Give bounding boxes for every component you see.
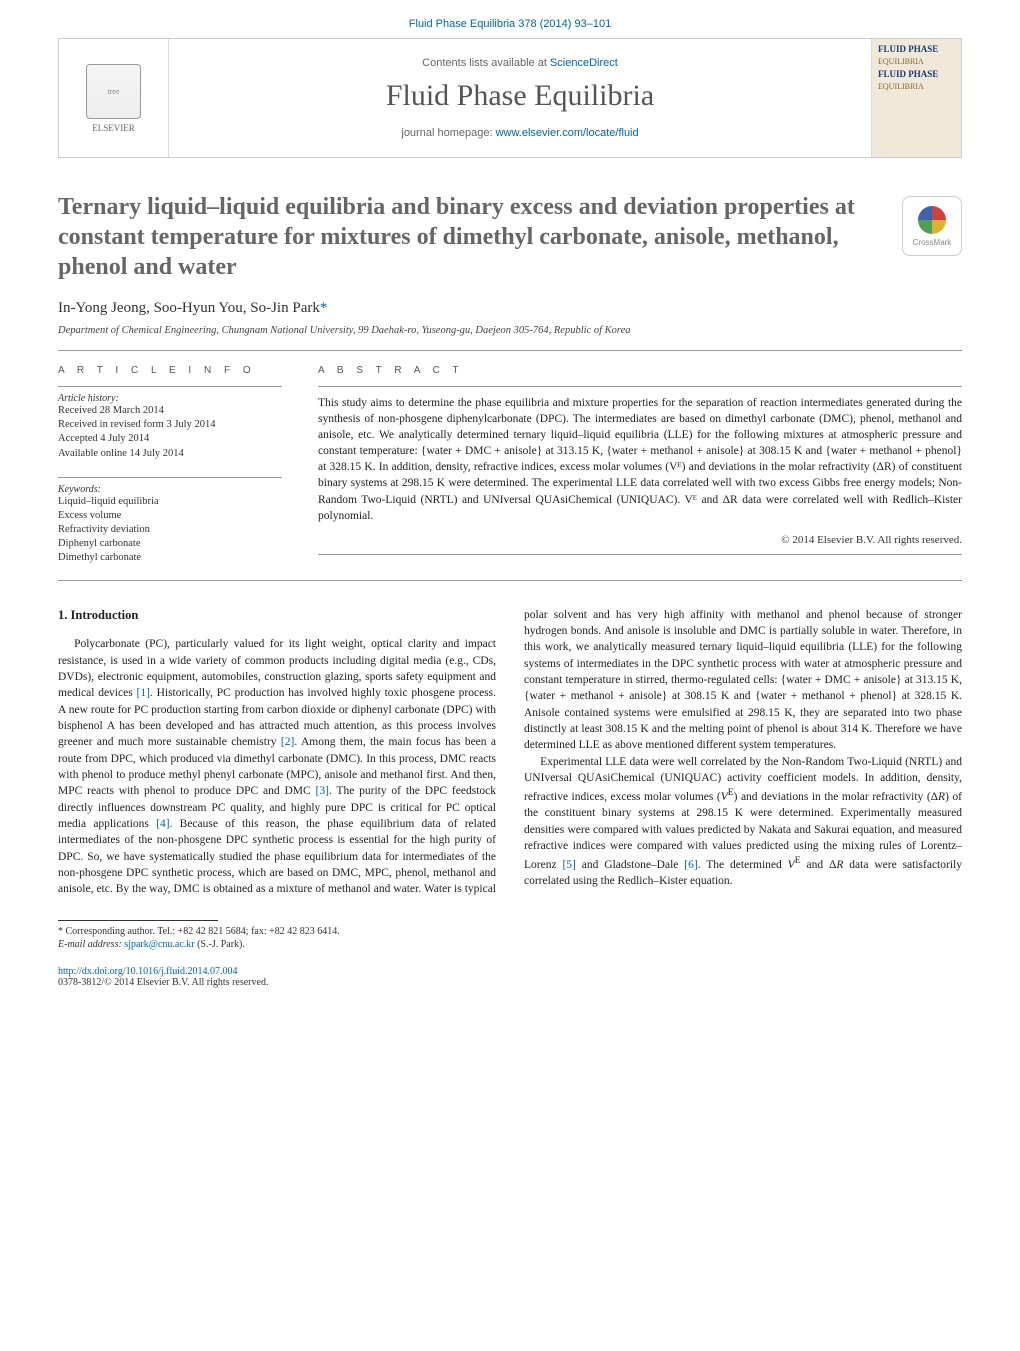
corresponding-author-footnote: * Corresponding author. Tel.: +82 42 821… — [58, 925, 488, 939]
email-tail: (S.-J. Park). — [195, 939, 245, 950]
cover-title-1b: FLUID PHASE — [878, 70, 955, 80]
elsevier-tree-icon: tree — [86, 64, 141, 119]
email-footnote: E-mail address: sjpark@cnu.ac.kr (S.-J. … — [58, 938, 488, 952]
journal-cover-thumbnail: FLUID PHASE EQUILIBRIA FLUID PHASE EQUIL… — [871, 39, 961, 157]
history-label: Article history: — [58, 393, 282, 404]
keyword: Diphenyl carbonate — [58, 537, 282, 551]
email-label: E-mail address: — [58, 939, 124, 950]
abstract-copyright: © 2014 Elsevier B.V. All rights reserved… — [318, 534, 962, 546]
keyword: Liquid–liquid equilibria — [58, 495, 282, 509]
article-info-rule — [58, 386, 282, 387]
journal-homepage-link[interactable]: www.elsevier.com/locate/fluid — [496, 127, 639, 139]
history-line: Accepted 4 July 2014 — [58, 432, 282, 446]
ref-link-6[interactable]: [6] — [684, 859, 697, 871]
title-block: CrossMark Ternary liquid–liquid equilibr… — [58, 192, 962, 282]
article-info-heading: A R T I C L E I N F O — [58, 365, 282, 376]
footnote-separator — [58, 920, 218, 921]
meta-row: A R T I C L E I N F O Article history: R… — [58, 365, 962, 566]
doi-block: http://dx.doi.org/10.1016/j.fluid.2014.0… — [58, 966, 962, 988]
contents-line: Contents lists available at ScienceDirec… — [169, 57, 871, 69]
citation-text: Fluid Phase Equilibria 378 (2014) 93–101 — [409, 18, 611, 30]
corresponding-author-marker[interactable]: * — [320, 300, 328, 316]
keyword: Dimethyl carbonate — [58, 551, 282, 565]
rule-top — [58, 350, 962, 351]
rule-mid — [58, 580, 962, 581]
doi-link[interactable]: http://dx.doi.org/10.1016/j.fluid.2014.0… — [58, 966, 238, 977]
history-line: Received 28 March 2014 — [58, 404, 282, 418]
abstract-text: This study aims to determine the phase e… — [318, 395, 962, 524]
authors-text: In-Yong Jeong, Soo-Hyun You, So-Jin Park — [58, 300, 320, 316]
abstract-bottom-rule — [318, 554, 962, 555]
running-header: Fluid Phase Equilibria 378 (2014) 93–101 — [0, 0, 1020, 38]
keyword: Excess volume — [58, 509, 282, 523]
article-info-block: A R T I C L E I N F O Article history: R… — [58, 365, 282, 566]
body-columns: 1. Introduction Polycarbonate (PC), part… — [58, 607, 962, 898]
issn-copyright: 0378-3812/© 2014 Elsevier B.V. All right… — [58, 977, 962, 988]
cover-title-1: FLUID PHASE — [878, 45, 955, 55]
ref-link-5[interactable]: [5] — [562, 859, 575, 871]
abstract-heading: A B S T R A C T — [318, 365, 962, 376]
publisher-name: ELSEVIER — [92, 123, 135, 133]
affiliation: Department of Chemical Engineering, Chun… — [58, 325, 962, 336]
masthead: tree ELSEVIER Contents lists available a… — [58, 38, 962, 158]
ref-link-1[interactable]: [1] — [136, 687, 149, 699]
crossmark-badge[interactable]: CrossMark — [902, 196, 962, 256]
footnotes: * Corresponding author. Tel.: +82 42 821… — [58, 925, 488, 952]
cover-title-2: EQUILIBRIA — [878, 57, 955, 66]
ref-link-4[interactable]: [4] — [156, 818, 169, 830]
cover-title-2b: EQUILIBRIA — [878, 82, 955, 91]
body-paragraph: Experimental LLE data were well correlat… — [524, 754, 962, 890]
history-line: Available online 14 July 2014 — [58, 447, 282, 461]
publisher-logo: tree ELSEVIER — [59, 39, 169, 157]
ref-link-3[interactable]: [3] — [316, 785, 329, 797]
abstract-rule — [318, 386, 962, 387]
sciencedirect-link[interactable]: ScienceDirect — [550, 57, 618, 69]
masthead-center: Contents lists available at ScienceDirec… — [169, 49, 871, 147]
ref-link-2[interactable]: [2] — [281, 736, 294, 748]
crossmark-label: CrossMark — [913, 238, 952, 247]
history-line: Received in revised form 3 July 2014 — [58, 418, 282, 432]
keywords-rule — [58, 477, 282, 478]
homepage-prefix: journal homepage: — [401, 127, 495, 139]
crossmark-icon — [918, 206, 946, 234]
article-title: Ternary liquid–liquid equilibria and bin… — [58, 192, 962, 282]
email-link[interactable]: sjpark@cnu.ac.kr — [124, 939, 194, 950]
author-list: In-Yong Jeong, Soo-Hyun You, So-Jin Park… — [58, 300, 962, 317]
abstract-block: A B S T R A C T This study aims to deter… — [318, 365, 962, 566]
journal-homepage-line: journal homepage: www.elsevier.com/locat… — [169, 127, 871, 139]
journal-name: Fluid Phase Equilibria — [169, 79, 871, 113]
keywords-label: Keywords: — [58, 484, 282, 495]
contents-prefix: Contents lists available at — [422, 57, 550, 69]
section-heading: 1. Introduction — [58, 607, 496, 625]
keyword: Refractivity deviation — [58, 523, 282, 537]
